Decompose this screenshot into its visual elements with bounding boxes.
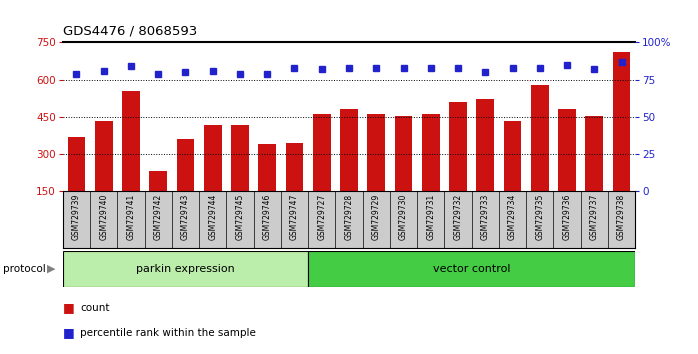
Bar <box>504 120 521 191</box>
Bar <box>531 85 549 191</box>
Text: GSM729739: GSM729739 <box>72 194 81 240</box>
Text: GSM729742: GSM729742 <box>154 194 163 240</box>
Text: vector control: vector control <box>433 264 510 274</box>
Text: GSM729735: GSM729735 <box>535 194 544 240</box>
Text: percentile rank within the sample: percentile rank within the sample <box>80 328 256 338</box>
Text: ■: ■ <box>63 326 75 339</box>
Bar <box>340 109 358 191</box>
Text: GSM729738: GSM729738 <box>617 194 626 240</box>
Text: GSM729731: GSM729731 <box>426 194 436 240</box>
Text: GSM729736: GSM729736 <box>563 194 572 240</box>
Bar <box>204 125 221 191</box>
Text: GSM729747: GSM729747 <box>290 194 299 240</box>
Bar <box>558 109 576 191</box>
Text: GSM729732: GSM729732 <box>454 194 463 240</box>
Text: count: count <box>80 303 110 313</box>
Text: parkin expression: parkin expression <box>136 264 235 274</box>
Bar <box>149 171 167 191</box>
Text: GSM729741: GSM729741 <box>126 194 135 240</box>
Bar <box>449 102 467 191</box>
Text: GSM729729: GSM729729 <box>372 194 380 240</box>
Text: GDS4476 / 8068593: GDS4476 / 8068593 <box>63 25 197 38</box>
Bar <box>367 114 385 191</box>
Text: ■: ■ <box>63 302 75 314</box>
Text: GSM729744: GSM729744 <box>208 194 217 240</box>
Text: GSM729745: GSM729745 <box>235 194 244 240</box>
Bar <box>613 52 630 191</box>
Text: GSM729733: GSM729733 <box>481 194 490 240</box>
Bar <box>394 115 413 191</box>
Text: GSM729734: GSM729734 <box>508 194 517 240</box>
Bar <box>422 114 440 191</box>
Text: ▶: ▶ <box>47 264 56 274</box>
Bar <box>313 114 331 191</box>
Bar <box>68 137 85 191</box>
Bar <box>122 91 140 191</box>
Text: GSM729740: GSM729740 <box>99 194 108 240</box>
Text: GSM729727: GSM729727 <box>318 194 326 240</box>
Bar <box>63 251 308 287</box>
Text: GSM729728: GSM729728 <box>345 194 353 240</box>
Bar <box>177 139 194 191</box>
Text: protocol: protocol <box>3 264 46 274</box>
Bar <box>258 144 276 191</box>
Bar <box>477 99 494 191</box>
Bar <box>308 251 635 287</box>
Text: GSM729730: GSM729730 <box>399 194 408 240</box>
Bar <box>95 120 112 191</box>
Bar <box>586 115 603 191</box>
Text: GSM729737: GSM729737 <box>590 194 599 240</box>
Bar <box>231 125 248 191</box>
Text: GSM729743: GSM729743 <box>181 194 190 240</box>
Text: GSM729746: GSM729746 <box>262 194 272 240</box>
Bar <box>285 143 304 191</box>
